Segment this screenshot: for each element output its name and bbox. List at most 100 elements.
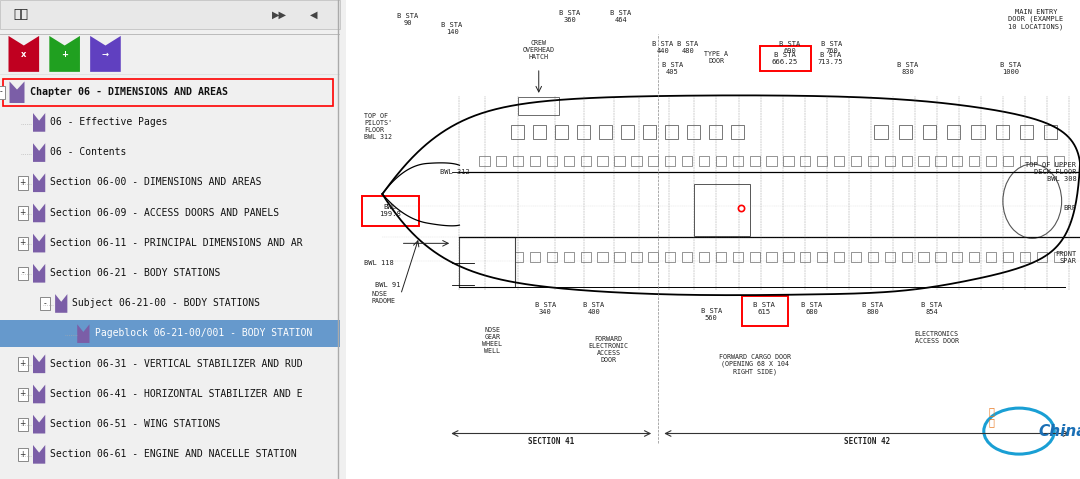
Text: B STA
480: B STA 480 — [677, 41, 699, 55]
Bar — [851, 156, 861, 166]
Text: B STA
1000: B STA 1000 — [1000, 61, 1021, 75]
Bar — [899, 125, 912, 139]
Text: B STA
666.25: B STA 666.25 — [771, 52, 798, 66]
Bar — [767, 252, 777, 262]
Bar — [480, 156, 489, 166]
Text: +: + — [19, 420, 26, 428]
Text: B STA
405: B STA 405 — [662, 61, 683, 75]
Bar — [996, 125, 1009, 139]
Bar — [643, 125, 657, 139]
Text: B STA
680: B STA 680 — [801, 302, 823, 315]
Text: MAIN ENTRY
DOOR (EXAMPLE
10 LOCATIONS): MAIN ENTRY DOOR (EXAMPLE 10 LOCATIONS) — [1009, 9, 1064, 30]
Text: Section 06-11 - PRINCIPAL DIMENSIONS AND AR: Section 06-11 - PRINCIPAL DIMENSIONS AND… — [51, 238, 303, 248]
Text: 书签: 书签 — [14, 8, 28, 21]
Bar — [40, 297, 50, 310]
Bar — [496, 252, 507, 262]
Text: Section 06-09 - ACCESS DOORS AND PANELS: Section 06-09 - ACCESS DOORS AND PANELS — [51, 208, 280, 217]
Bar — [581, 156, 591, 166]
Bar — [918, 252, 929, 262]
Bar — [742, 296, 788, 326]
Text: TOP OF
PILOTS'
FLOOR
BWL 312: TOP OF PILOTS' FLOOR BWL 312 — [364, 113, 392, 140]
Bar — [18, 448, 28, 461]
Text: +: + — [19, 450, 26, 458]
Bar — [687, 125, 700, 139]
Bar — [760, 46, 811, 71]
Bar — [577, 125, 590, 139]
Bar — [851, 252, 861, 262]
Bar — [3, 79, 334, 106]
Bar — [969, 252, 980, 262]
Text: B STA
140: B STA 140 — [442, 22, 462, 35]
Polygon shape — [33, 234, 45, 252]
Bar — [513, 156, 524, 166]
Bar — [0, 86, 5, 99]
Bar — [1020, 156, 1030, 166]
Bar — [885, 156, 895, 166]
Bar — [648, 156, 659, 166]
Bar — [818, 156, 827, 166]
Text: B STA
360: B STA 360 — [559, 10, 580, 23]
Polygon shape — [33, 143, 45, 162]
Polygon shape — [33, 204, 45, 222]
Bar — [750, 156, 760, 166]
Text: Section 06-31 - VERTICAL STABILIZER AND RUD: Section 06-31 - VERTICAL STABILIZER AND … — [51, 359, 303, 368]
Text: -: - — [22, 269, 24, 277]
Bar — [902, 156, 912, 166]
Bar — [362, 196, 419, 226]
Bar — [732, 156, 743, 166]
Text: NOSE
GEAR
WHEEL
WELL: NOSE GEAR WHEEL WELL — [483, 327, 502, 354]
Bar — [18, 357, 28, 371]
Bar — [581, 252, 591, 262]
Bar — [632, 156, 642, 166]
Bar — [615, 252, 624, 262]
Bar — [0, 0, 340, 29]
Bar — [615, 156, 624, 166]
Bar — [648, 252, 659, 262]
Text: B STA
464: B STA 464 — [610, 10, 632, 23]
Text: TOP OF UPPER
DECK FLOOR
BWL 308: TOP OF UPPER DECK FLOOR BWL 308 — [1025, 162, 1077, 182]
Bar — [875, 125, 888, 139]
Text: FRONT
SPAR: FRONT SPAR — [1055, 251, 1077, 264]
Bar — [750, 252, 760, 262]
Text: TYPE A
DOOR: TYPE A DOOR — [704, 51, 729, 64]
Text: ELECTRONICS
ACCESS DOOR: ELECTRONICS ACCESS DOOR — [915, 331, 959, 344]
Text: FORWARD
ELECTRONIC
ACCESS
DOOR: FORWARD ELECTRONIC ACCESS DOOR — [589, 336, 629, 363]
Text: NOSE
RADOME: NOSE RADOME — [372, 291, 395, 305]
Bar — [564, 252, 573, 262]
Text: -: - — [43, 299, 46, 308]
Bar — [459, 237, 514, 287]
Text: +: + — [19, 208, 26, 217]
Bar — [1020, 125, 1032, 139]
Text: Section 06-21 - BODY STATIONS: Section 06-21 - BODY STATIONS — [51, 268, 220, 278]
Text: x: x — [22, 50, 27, 58]
Bar — [597, 156, 608, 166]
Bar — [800, 156, 810, 166]
Bar — [986, 252, 996, 262]
Bar — [18, 176, 28, 190]
Bar — [665, 252, 675, 262]
Text: B STA
90: B STA 90 — [397, 12, 419, 26]
Bar — [518, 97, 558, 115]
Polygon shape — [33, 385, 45, 403]
Bar — [480, 252, 489, 262]
Text: -: - — [0, 88, 2, 96]
Bar — [511, 125, 524, 139]
Bar — [18, 206, 28, 220]
Polygon shape — [9, 36, 39, 72]
Polygon shape — [50, 36, 80, 72]
Text: BWL 118: BWL 118 — [364, 261, 394, 266]
Bar — [18, 267, 28, 280]
Bar — [867, 252, 878, 262]
Bar — [621, 125, 634, 139]
Bar — [681, 156, 692, 166]
Bar — [1054, 252, 1064, 262]
Bar — [18, 388, 28, 401]
Bar — [564, 156, 573, 166]
Text: SECTION 41: SECTION 41 — [528, 437, 575, 446]
Bar — [632, 252, 642, 262]
Bar — [665, 156, 675, 166]
Bar — [818, 252, 827, 262]
Text: 06 - Effective Pages: 06 - Effective Pages — [51, 117, 167, 127]
Bar — [599, 125, 612, 139]
Bar — [800, 252, 810, 262]
